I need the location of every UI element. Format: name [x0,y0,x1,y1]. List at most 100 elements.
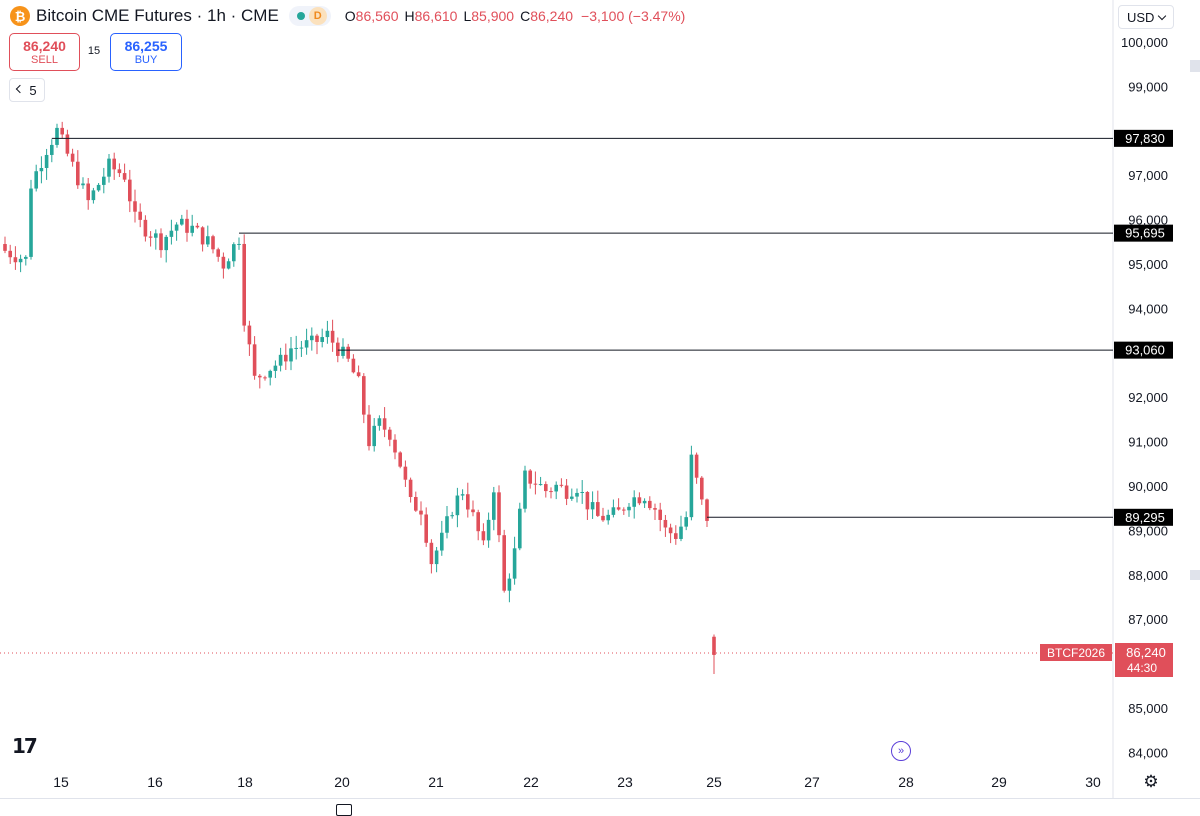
candle-body [346,346,350,359]
candle-body [606,514,610,521]
indicators-toggle-button[interactable]: 5 [9,78,45,102]
candle-body [138,211,142,220]
symbol-tag-bg [1040,644,1112,661]
go-to-realtime-icon[interactable]: » [891,741,911,761]
candle-body [700,477,704,500]
candle-body [575,492,579,497]
candle-body [564,485,569,499]
candle-body [8,250,12,258]
candle-body [471,509,475,513]
close-label: C [520,8,531,24]
delayed-data-badge[interactable]: D [308,7,327,25]
chevron-down-icon [16,84,25,94]
candle-body [341,346,345,356]
candle-body [367,414,371,447]
level-tag-bg [1114,224,1173,242]
candle-body [133,201,137,212]
y-tick-label: 87,000 [1128,612,1168,627]
candle-body [310,335,314,341]
candle-body [533,483,538,485]
y-tick-label: 92,000 [1128,390,1168,405]
candle-body [263,377,267,379]
open-value: 86,560 [355,8,399,24]
candle-body [362,376,366,415]
current-price-tag: 86,240 [1126,645,1166,660]
open-label: O [344,8,356,24]
candle-body [102,176,106,185]
candle-body [382,418,387,430]
candle-body [538,484,543,486]
sell-button[interactable]: 86,240 SELL [9,33,80,71]
candle-body [122,173,127,180]
x-tick-label: 15 [53,774,69,790]
candle-body [601,515,605,521]
candle-body [580,492,584,494]
horizontal-levels[interactable]: 97,830 95,695 93,060 89,295 [51,129,1173,526]
candle-body [55,127,59,145]
candle-body [65,134,70,154]
candle-body [585,492,590,510]
candle-body [112,158,116,170]
y-tick-label: 96,000 [1128,213,1168,228]
candle-body [336,342,340,356]
level-price-tag: 93,060 [1125,343,1165,358]
gear-icon[interactable]: ⚙ [1143,772,1159,791]
candle-body [273,365,278,371]
high-label: H [404,8,415,24]
buy-label: BUY [134,53,158,66]
candle-body [450,515,454,517]
candle-body [320,337,324,342]
candle-body [70,153,75,162]
candle-body [143,219,148,237]
candle-body [674,533,678,539]
right-panel-handle[interactable] [1190,60,1200,72]
candle-body [694,454,699,478]
time-axis-labels: 15 16 18 20 21 22 23 25 27 28 29 30 [53,774,1101,790]
chevron-down-icon [1157,11,1167,20]
candle-body [96,184,101,191]
level-tag-bg [1114,129,1173,147]
y-tick-label: 99,000 [1128,79,1168,94]
candle-body [559,484,564,486]
x-tick-label: 27 [804,774,820,790]
candle-body [258,375,262,378]
candle-body [658,509,662,520]
market-status[interactable]: D [288,6,331,26]
candle-body [216,249,220,257]
candle-body [304,340,309,348]
candle-body [554,484,558,492]
x-tick-label: 18 [237,774,253,790]
candle-body [377,418,382,426]
calendar-icon[interactable] [336,804,352,816]
candle-body [414,497,418,511]
level-tag-bg [1114,341,1173,359]
candle-body [429,542,434,565]
candle-body [679,526,683,539]
candle-body [211,236,215,250]
level-price-tag: 89,295 [1125,510,1165,525]
candle-body [195,225,200,228]
current-price-marker: BTCF2026 86,240 44:30 [1040,643,1173,677]
right-panel-handle-lower[interactable] [1190,570,1200,580]
candle-body [169,230,174,237]
market-open-dot-icon [296,12,305,20]
buy-button[interactable]: 86,255 BUY [110,33,182,71]
level-price-tag: 97,830 [1125,131,1165,146]
x-tick-label: 20 [334,774,350,790]
currency-select[interactable]: USD [1118,5,1174,29]
y-tick-label: 100,000 [1121,35,1168,50]
candle-body [440,532,444,551]
candle-body [445,516,449,533]
candle-body [44,154,49,168]
candle-body [315,335,319,342]
candle-body [148,236,153,238]
y-tick-label: 95,000 [1128,257,1168,272]
candle-body [232,244,236,262]
candle-body [705,499,709,521]
candle-body [289,348,293,362]
candle-body [268,370,272,378]
candle-body [590,502,595,510]
symbol-title[interactable]: Bitcoin CME Futures · 1h · CME [36,6,279,25]
candle-body [237,243,241,245]
